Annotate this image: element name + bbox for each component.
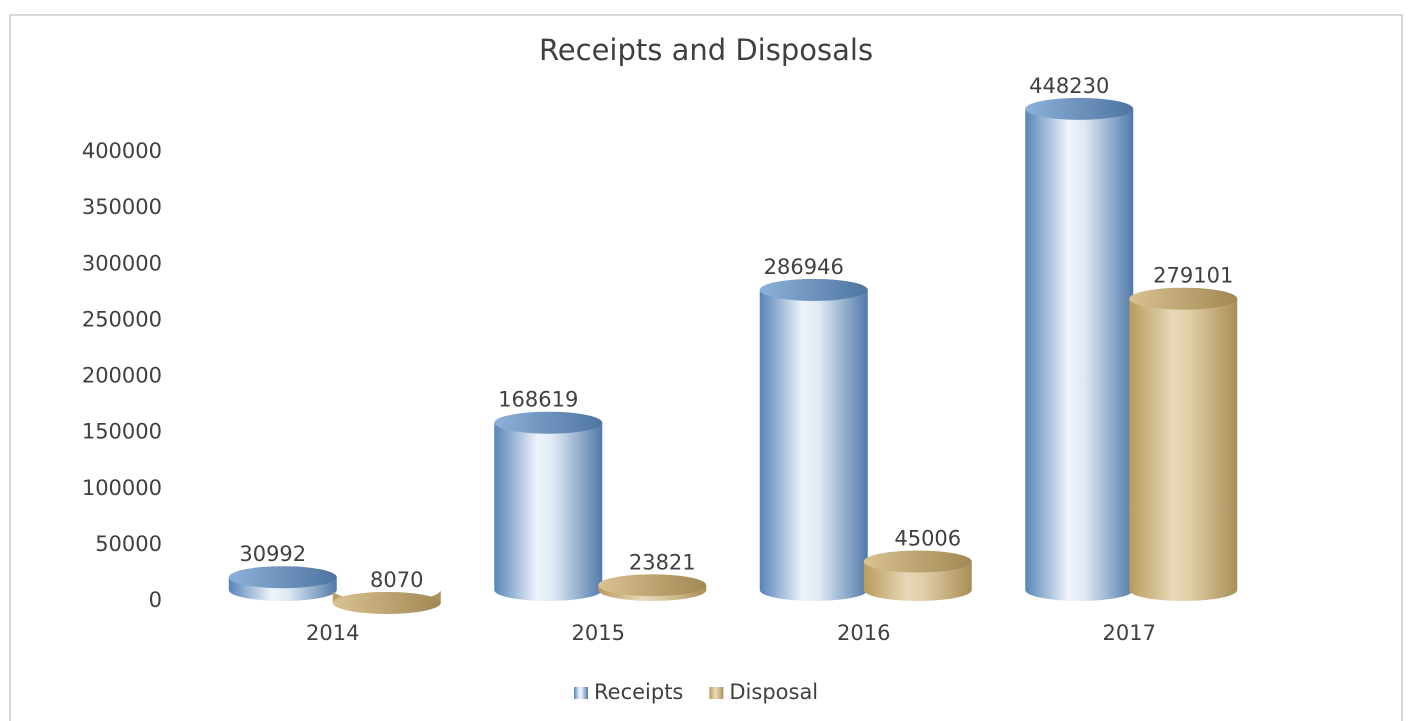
data-label: 279101 [1153, 264, 1233, 288]
data-label: 448230 [1029, 74, 1109, 98]
data-label: 30992 [239, 542, 306, 566]
y-tick-label: 150000 [82, 420, 162, 444]
y-tick-label: 100000 [82, 476, 162, 500]
legend-label: Disposal [729, 680, 818, 704]
legend-swatch [574, 687, 588, 699]
cylinder-top [759, 278, 868, 301]
cylinder-top [1129, 287, 1238, 310]
x-tick-label: 2016 [837, 621, 890, 645]
cylinder-top [228, 566, 337, 589]
data-label: 168619 [498, 388, 578, 412]
cylinder-top [863, 550, 972, 573]
cylinder-top [494, 411, 603, 434]
x-tick-label: 2015 [572, 621, 625, 645]
cylinder-body [863, 561, 972, 601]
y-tick-label: 250000 [82, 307, 162, 331]
y-tick-label: 400000 [82, 139, 162, 163]
x-tick-label: 2017 [1103, 621, 1156, 645]
x-tick-label: 2014 [306, 621, 359, 645]
legend-swatch [709, 687, 724, 699]
chart-title: Receipts and Disposals [539, 33, 873, 67]
cylinder-top [598, 574, 707, 597]
y-tick-label: 200000 [82, 364, 162, 388]
cylinder-top [332, 591, 441, 614]
data-label: 8070 [370, 568, 423, 592]
data-label: 286946 [764, 255, 844, 279]
y-tick-label: 50000 [95, 532, 162, 556]
cylinder-top [1025, 97, 1134, 120]
cylinder-body [1025, 108, 1134, 602]
cylinder-body [494, 422, 603, 601]
y-tick-label: 0 [149, 588, 162, 612]
data-label: 23821 [629, 550, 696, 574]
cylinder-body [1129, 298, 1238, 601]
data-label: 45006 [894, 526, 961, 550]
y-tick-label: 350000 [82, 195, 162, 219]
y-tick-label: 300000 [82, 251, 162, 275]
cylinder-body [759, 289, 868, 601]
legend-label: Receipts [594, 680, 683, 704]
